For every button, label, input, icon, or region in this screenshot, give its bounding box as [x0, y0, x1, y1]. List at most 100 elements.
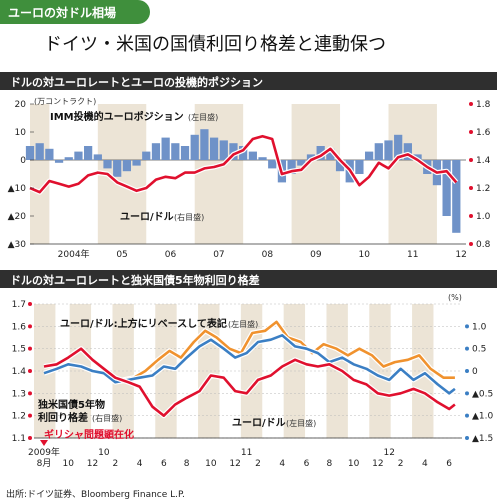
right-tick-label: ▲1.5: [472, 434, 493, 444]
imm-position-bar: [122, 160, 132, 172]
right-tick-label: 1.0: [472, 322, 487, 332]
imm-position-bar: [374, 143, 383, 160]
left-tick-label: 10: [15, 128, 27, 138]
imm-position-bar: [355, 160, 364, 174]
imm-position-bar: [35, 143, 44, 160]
x-tick-label: 10: [359, 250, 371, 260]
event-annotation: ギリシャ問題顕在化: [44, 428, 134, 441]
left-tick-label: ▲30: [8, 240, 27, 250]
right-tick-marker: [469, 242, 473, 246]
imm-position-bar: [151, 143, 161, 160]
x-tick-label: 6: [304, 459, 310, 469]
imm-position-bar: [258, 157, 267, 160]
imm-position-bar: [64, 157, 73, 160]
left-tick-marker: [28, 324, 32, 329]
right-tick-marker: [469, 186, 473, 190]
x-tick-label: 2: [255, 459, 261, 469]
right-unit-label: (%): [448, 293, 462, 302]
imm-position-bar: [25, 146, 35, 160]
yield-spread-line: [43, 333, 456, 395]
line-axis-note: (右目盛): [174, 212, 204, 222]
shade-band: [30, 104, 50, 244]
imm-position-bar: [394, 134, 403, 160]
left-tick-label: 1.2: [12, 412, 26, 422]
imm-position-bar: [171, 143, 180, 160]
right-tick-label: 0.8: [476, 240, 491, 250]
imm-position-bar: [103, 160, 112, 169]
right-tick-marker: [465, 346, 469, 351]
x-tick-label: 06: [165, 250, 177, 260]
x-tick-label: 10: [348, 459, 360, 469]
left-tick-label: ▲10: [8, 184, 27, 194]
left-tick-marker: [28, 369, 32, 373]
imm-position-bar: [403, 143, 412, 160]
left-tick-label: 1.7: [12, 300, 26, 310]
event-marker-icon: [40, 440, 48, 446]
left-unit-label: (万コントラクト): [34, 97, 96, 106]
bottom-panel-title: ドルの対ユーロレートと独米国債5年物利回り格差: [10, 274, 260, 287]
imm-position-bar: [219, 140, 228, 160]
right-tick-marker: [465, 391, 469, 396]
left-tick-label: 20: [15, 100, 27, 110]
right-tick-label: 0.5: [472, 345, 486, 355]
blue-annotation-line2: 利回り格差: [38, 411, 88, 424]
x-tick-label: 6: [161, 459, 167, 469]
left-tick-label: 1.6: [12, 322, 27, 332]
eurusd-line: [29, 134, 458, 194]
bars-annotation: IMM投機的ユーロポジション: [50, 110, 184, 123]
imm-position-bar: [200, 129, 209, 160]
x-tick-label: 09: [310, 250, 322, 260]
x-tick-label: 8: [184, 459, 190, 469]
imm-position-bar: [161, 137, 170, 160]
imm-position-bar: [142, 151, 151, 160]
bottom-chart: 1.7 1.6 1.5 1.4 1.3 1.2 1.1 1.0 0.5 0 ▲0.5 ▲1.0 ▲1.5…: [12, 293, 494, 469]
x-tick-label: 2: [112, 459, 118, 469]
right-tick-marker: [465, 413, 469, 418]
imm-position-bar: [132, 160, 141, 166]
imm-position-bar: [113, 160, 122, 177]
left-tick-label: 1.1: [12, 434, 26, 444]
x-year-label: 2009年: [28, 446, 60, 458]
right-tick-label: 1.2: [476, 184, 490, 194]
left-tick-label: ▲20: [8, 212, 27, 222]
imm-position-bar: [239, 146, 248, 160]
section-tag-label: ユーロの対ドル相場: [8, 6, 117, 20]
imm-position-bar: [93, 154, 102, 160]
imm-position-bar: [180, 146, 190, 160]
orange-annotation: ユーロ/ドル:上方にリベースして表記: [60, 317, 227, 330]
x-tick-label: 4: [279, 459, 285, 469]
imm-position-bar: [190, 134, 199, 160]
top-chart: 20 10 0 ▲10 ▲20 ▲30 1.8 1.6 1.4 1.2 1.0 0.8 (万コントラクト…: [8, 97, 491, 260]
x-tick-label: 8月: [37, 458, 52, 469]
x-tick-label: 08: [262, 250, 274, 260]
right-tick-marker: [465, 436, 469, 440]
x-tick-label: 07: [213, 250, 224, 260]
imm-position-bar: [268, 160, 277, 169]
x-tick-label: 12: [455, 250, 466, 260]
right-tick-label: 1.8: [476, 100, 491, 110]
x-tick-label: 12: [372, 459, 383, 469]
right-tick-marker: [469, 214, 473, 218]
x-tick-label: 4: [422, 459, 428, 469]
source-note: 出所:ドイツ証券、Bloomberg Finance L.P.: [6, 490, 185, 500]
bottom-panel-header: ドルの対ユーロレートと独米国債5年物利回り格差: [0, 270, 497, 288]
red-annotation: ユーロ/ドル: [232, 417, 286, 429]
left-tick-label: 1.5: [12, 345, 26, 355]
left-tick-label: 1.3: [12, 389, 26, 399]
left-tick-marker: [28, 391, 32, 396]
x-tick-label: 2: [398, 459, 404, 469]
imm-position-bar: [335, 160, 345, 172]
shade-band: [194, 104, 244, 244]
page-title: ドイツ・米国の国債利回り格差と連動保つ: [44, 34, 386, 55]
x-tick-label: 10: [205, 459, 217, 469]
x-tick-label: 10: [63, 459, 75, 469]
imm-position-bar: [248, 151, 257, 160]
right-tick-label: 1.4: [476, 156, 491, 166]
right-tick-label: 0: [472, 367, 478, 377]
x-tick-label: 12: [229, 459, 240, 469]
imm-position-bar: [452, 160, 461, 233]
right-tick-marker: [469, 102, 473, 106]
imm-position-bar: [442, 160, 451, 216]
bars-axis-note: (左目盛): [188, 112, 218, 122]
imm-position-bar: [84, 146, 93, 160]
